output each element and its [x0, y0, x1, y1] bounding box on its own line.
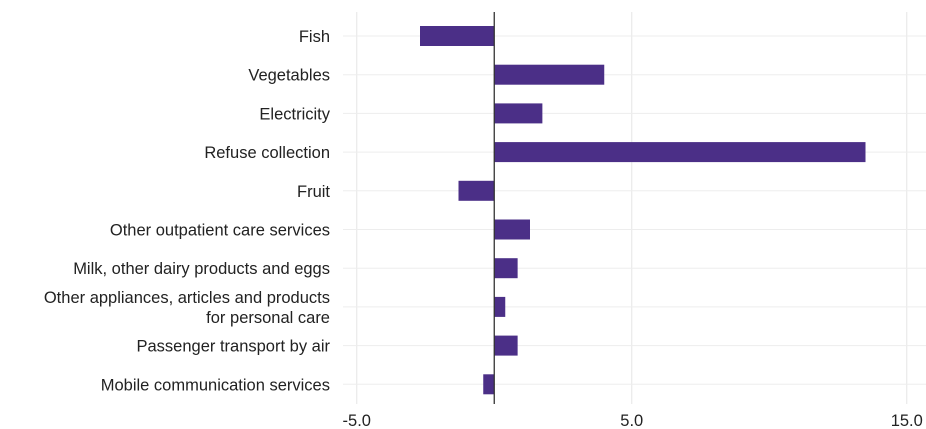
category-label: Vegetables [248, 67, 330, 85]
category-label-line: Other appliances, articles and products [44, 289, 330, 307]
category-label: Other appliances, articles and products f… [44, 289, 330, 327]
category-label: Passenger transport by air [136, 338, 330, 356]
x-tick-label: -5.0 [343, 412, 371, 429]
bar [494, 335, 518, 356]
x-tick-label: 15.0 [891, 412, 923, 429]
x-tick-labels: -5.0 5.0 15.0 [343, 412, 923, 429]
bar [420, 26, 495, 46]
category-label: Fish [299, 28, 330, 46]
category-labels: Fish Vegetables Electricity Refuse collecti… [44, 28, 331, 394]
x-tick-label: 5.0 [620, 412, 643, 429]
category-label: Other outpatient care services [110, 222, 330, 240]
grid [343, 12, 926, 404]
bar [494, 258, 518, 279]
bar [458, 180, 495, 201]
bar [494, 296, 506, 317]
bar [494, 142, 866, 163]
category-label: Refuse collection [204, 144, 330, 162]
category-label: Mobile communication services [101, 376, 330, 394]
bar [483, 374, 495, 395]
category-label: Fruit [297, 183, 330, 201]
bar [494, 103, 543, 124]
bar [494, 219, 530, 240]
category-label: Milk, other dairy products and eggs [73, 260, 330, 278]
bar [494, 64, 605, 85]
category-label-line: for personal care [206, 309, 330, 327]
category-label: Electricity [259, 105, 330, 123]
bars [420, 26, 866, 395]
